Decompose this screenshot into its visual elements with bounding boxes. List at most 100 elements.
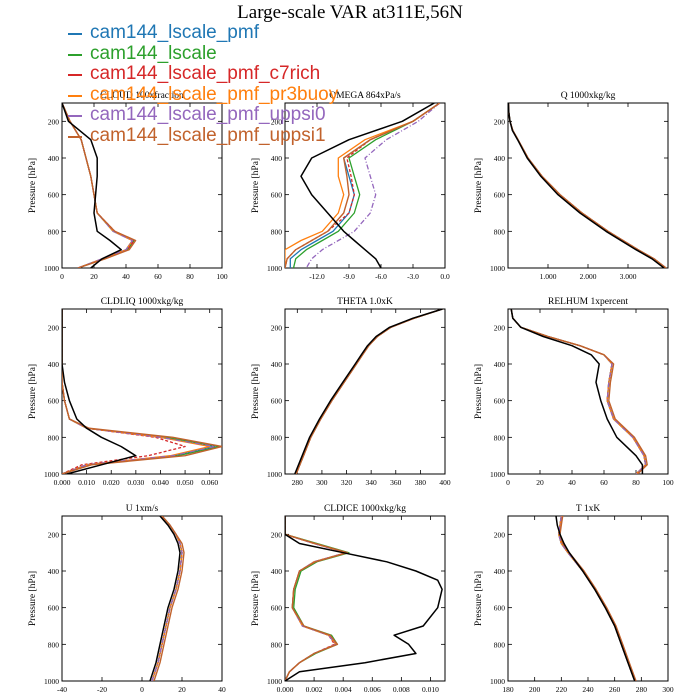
y-tick-label: 600	[494, 191, 506, 200]
x-tick-label: 60	[154, 272, 162, 281]
x-tick-label: 0.030	[127, 478, 144, 487]
x-tick-label: 280	[292, 478, 304, 487]
legend-swatch	[68, 74, 82, 76]
x-tick-label: -3.0	[407, 272, 419, 281]
x-tick-label: 100	[662, 478, 674, 487]
x-tick-label: -40	[57, 685, 67, 694]
series-uppsi1	[295, 309, 443, 474]
y-tick-label: 400	[494, 154, 506, 163]
y-tick-label: 600	[48, 191, 60, 200]
panel-title: OMEGA 864xPa/s	[329, 91, 401, 101]
y-tick-label: 800	[271, 640, 283, 649]
panel-frame	[507, 308, 669, 475]
y-tick-label: 1000	[267, 677, 282, 686]
series-uppsi0	[508, 103, 667, 268]
panel-frame	[284, 308, 446, 475]
series-lscale	[295, 309, 443, 474]
series-c7rich	[62, 309, 186, 474]
panel: Q 1000xkg/kg Pressure [hPa] 200 400 600 800 10…	[474, 91, 669, 281]
series-uppsi1	[285, 103, 441, 268]
x-tick-label: 0.0	[440, 272, 450, 281]
series-reference	[62, 103, 122, 268]
legend-label: cam144_lscale	[90, 42, 217, 64]
series-uppsi1	[559, 516, 637, 681]
x-tick-label: 60	[600, 478, 608, 487]
y-tick-label: 1000	[490, 264, 505, 273]
x-tick-label: 280	[636, 685, 648, 694]
y-tick-label: 1000	[267, 264, 282, 273]
y-tick-label: 600	[271, 397, 283, 406]
x-tick-label: 80	[632, 478, 640, 487]
x-tick-label: 0.008	[393, 685, 410, 694]
x-tick-label: -9.0	[343, 272, 355, 281]
panel-title: RELHUM 1xpercent	[548, 297, 628, 307]
series-c7rich	[510, 309, 647, 474]
x-tick-label: 0.000	[54, 478, 71, 487]
y-axis-label: Pressure [hPa]	[474, 364, 484, 419]
series-reference	[300, 103, 435, 268]
y-tick-label: 200	[48, 530, 60, 539]
y-tick-label: 600	[271, 191, 283, 200]
y-tick-label: 200	[48, 117, 60, 126]
series-uppsi0	[510, 309, 647, 474]
x-tick-label: 300	[662, 685, 674, 694]
series-uppsi0	[295, 309, 443, 474]
panel-plot-area	[555, 516, 637, 681]
y-tick-label: 400	[48, 154, 60, 163]
panel-frame	[61, 308, 223, 475]
series-lscale	[151, 516, 183, 681]
x-tick-label: 400	[439, 478, 451, 487]
y-tick-label: 600	[494, 397, 506, 406]
x-tick-label: 340	[366, 478, 378, 487]
y-tick-label: 200	[494, 323, 506, 332]
y-tick-label: 200	[271, 117, 283, 126]
series-reference	[508, 103, 665, 268]
panel-plot-area	[62, 309, 222, 474]
y-tick-label: 800	[494, 227, 506, 236]
figure-title: Large-scale VAR at311E,56N	[237, 2, 463, 23]
x-tick-label: 300	[316, 478, 328, 487]
x-tick-label: 0.020	[103, 478, 120, 487]
panel-plot-area	[294, 309, 443, 474]
panel-plot-area	[285, 103, 441, 268]
y-axis-label: Pressure [hPa]	[28, 158, 38, 213]
panel-frame	[61, 515, 223, 682]
y-tick-label: 600	[271, 604, 283, 613]
series-c7rich	[508, 103, 667, 268]
series-uppsi0	[305, 103, 441, 268]
x-tick-label: 380	[415, 478, 427, 487]
series-pmf	[151, 516, 183, 681]
series-uppsi1	[62, 309, 222, 474]
y-axis-label: Pressure [hPa]	[251, 158, 261, 213]
x-tick-label: 1.000	[540, 272, 557, 281]
series-pr3buoy	[508, 103, 667, 268]
panel: CLDICE 1000xkg/kg Pressure [hPa] 200 400 600…	[251, 504, 446, 694]
legend-swatch	[68, 135, 82, 138]
x-tick-label: 320	[341, 478, 353, 487]
y-tick-label: 400	[271, 567, 283, 576]
x-tick-label: 0	[60, 272, 64, 281]
panel-title: Q 1000xkg/kg	[561, 91, 616, 101]
series-pmf	[510, 309, 647, 474]
y-axis-label: Pressure [hPa]	[251, 364, 261, 419]
x-tick-label: 40	[218, 685, 226, 694]
x-tick-label: 3.000	[620, 272, 637, 281]
y-tick-label: 1000	[44, 264, 59, 273]
legend-label: cam144_lscale_pmf_uppsi1	[90, 124, 326, 146]
legend-swatch	[68, 53, 82, 56]
series-pr3buoy	[151, 516, 183, 681]
y-tick-label: 1000	[44, 470, 59, 479]
y-tick-label: 1000	[490, 470, 505, 479]
x-tick-label: 0.060	[201, 478, 218, 487]
panel: CLDLIQ 1000xkg/kg Pressure [hPa] 200 400 600…	[28, 297, 223, 487]
x-tick-label: -6.0	[375, 272, 387, 281]
x-tick-label: 2.000	[580, 272, 597, 281]
series-reference	[294, 309, 443, 474]
y-tick-label: 400	[271, 360, 283, 369]
panel-plot-area	[285, 516, 443, 681]
x-tick-label: 100	[216, 272, 228, 281]
panel-frame	[507, 515, 669, 682]
